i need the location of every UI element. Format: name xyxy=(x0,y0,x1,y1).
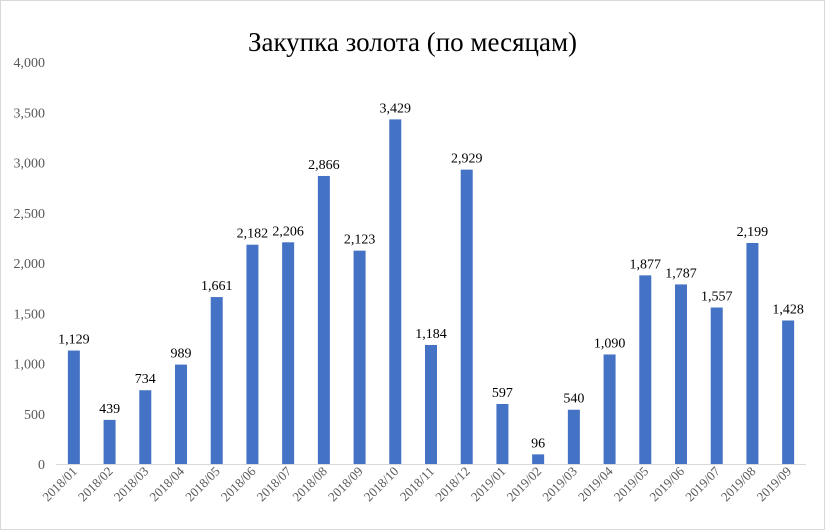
data-label: 1,428 xyxy=(772,302,804,317)
x-tick-label: 2018/07 xyxy=(254,463,295,504)
y-tick-label: 1,000 xyxy=(14,358,46,373)
x-tick-label: 2018/06 xyxy=(218,463,259,504)
bar xyxy=(460,169,473,464)
data-label: 96 xyxy=(531,436,545,451)
bar xyxy=(246,244,259,464)
x-tick-label: 2018/02 xyxy=(75,464,116,505)
x-tick-label: 2018/10 xyxy=(361,464,402,505)
bar xyxy=(389,119,402,464)
bar xyxy=(746,243,759,464)
x-tick-label: 2019/04 xyxy=(575,463,616,504)
bar xyxy=(139,390,152,464)
bar xyxy=(567,409,580,464)
bar xyxy=(425,345,437,464)
y-axis: 0 500 1,000 1,500 2,000 2,500 3,000 3,500 4,000 xyxy=(14,56,46,473)
data-labels-group: 1,129 439 734 989 1,661 2,182 2,206 2,866 2,123 3… xyxy=(58,101,804,451)
bar xyxy=(782,320,795,464)
bar xyxy=(317,175,330,465)
data-label: 597 xyxy=(492,386,513,401)
chart-title: Закупка золота (по месяцам) xyxy=(247,27,578,57)
x-tick-label: 2019/02 xyxy=(504,464,545,505)
bar xyxy=(496,404,509,464)
data-label: 439 xyxy=(99,402,120,417)
data-label: 3,429 xyxy=(380,101,412,116)
x-tick-label: 2018/03 xyxy=(111,464,152,505)
y-tick-label: 4,000 xyxy=(14,56,46,71)
x-axis: 2018/012018/022018/032018/042018/052018/… xyxy=(39,463,794,504)
data-label: 734 xyxy=(135,372,156,387)
data-label: 2,123 xyxy=(344,233,376,248)
y-tick-label: 2,000 xyxy=(14,257,46,272)
bar xyxy=(353,250,366,464)
bar xyxy=(67,350,80,464)
bar xyxy=(210,297,223,464)
bar xyxy=(675,284,687,464)
x-tick-label: 2018/08 xyxy=(289,464,330,505)
data-label: 1,129 xyxy=(58,333,90,348)
data-label: 540 xyxy=(563,392,584,407)
x-tick-label: 2019/07 xyxy=(682,463,723,504)
y-tick-label: 2,500 xyxy=(14,207,46,222)
x-tick-label: 2019/08 xyxy=(718,464,759,505)
data-label: 1,787 xyxy=(665,266,697,281)
x-tick-label: 2019/09 xyxy=(754,464,795,505)
data-label: 1,557 xyxy=(701,290,733,305)
x-tick-label: 2018/01 xyxy=(39,464,80,505)
bar xyxy=(282,242,295,464)
bars-group xyxy=(67,119,795,465)
y-tick-label: 3,000 xyxy=(14,157,46,172)
data-label: 1,661 xyxy=(201,279,233,294)
y-tick-label: 3,500 xyxy=(14,106,46,121)
data-label: 989 xyxy=(171,347,192,362)
data-label: 1,877 xyxy=(630,257,662,272)
data-label: 2,199 xyxy=(737,225,769,240)
x-tick-label: 2018/09 xyxy=(325,464,366,505)
bar xyxy=(710,307,723,464)
bar xyxy=(603,354,616,464)
data-label: 2,929 xyxy=(451,152,483,167)
bar xyxy=(639,275,652,464)
bar xyxy=(103,419,116,464)
y-tick-label: 0 xyxy=(38,458,45,473)
y-tick-label: 1,500 xyxy=(14,307,46,322)
x-tick-label: 2019/01 xyxy=(468,464,509,505)
bar xyxy=(532,454,545,464)
data-label: 2,866 xyxy=(308,158,340,173)
x-tick-label: 2019/03 xyxy=(539,464,580,505)
x-tick-label: 2018/04 xyxy=(146,463,187,504)
data-label: 1,184 xyxy=(415,327,447,342)
data-label: 2,206 xyxy=(272,224,304,239)
x-tick-label: 2019/06 xyxy=(646,463,687,504)
x-tick-label: 2019/05 xyxy=(611,464,652,505)
data-label: 2,182 xyxy=(237,227,269,242)
y-tick-label: 500 xyxy=(24,408,45,423)
bar xyxy=(175,364,187,464)
x-tick-label: 2018/12 xyxy=(432,464,473,505)
x-tick-label: 2018/05 xyxy=(182,464,223,505)
data-label: 1,090 xyxy=(594,336,626,351)
x-tick-label: 2018/11 xyxy=(397,464,437,504)
